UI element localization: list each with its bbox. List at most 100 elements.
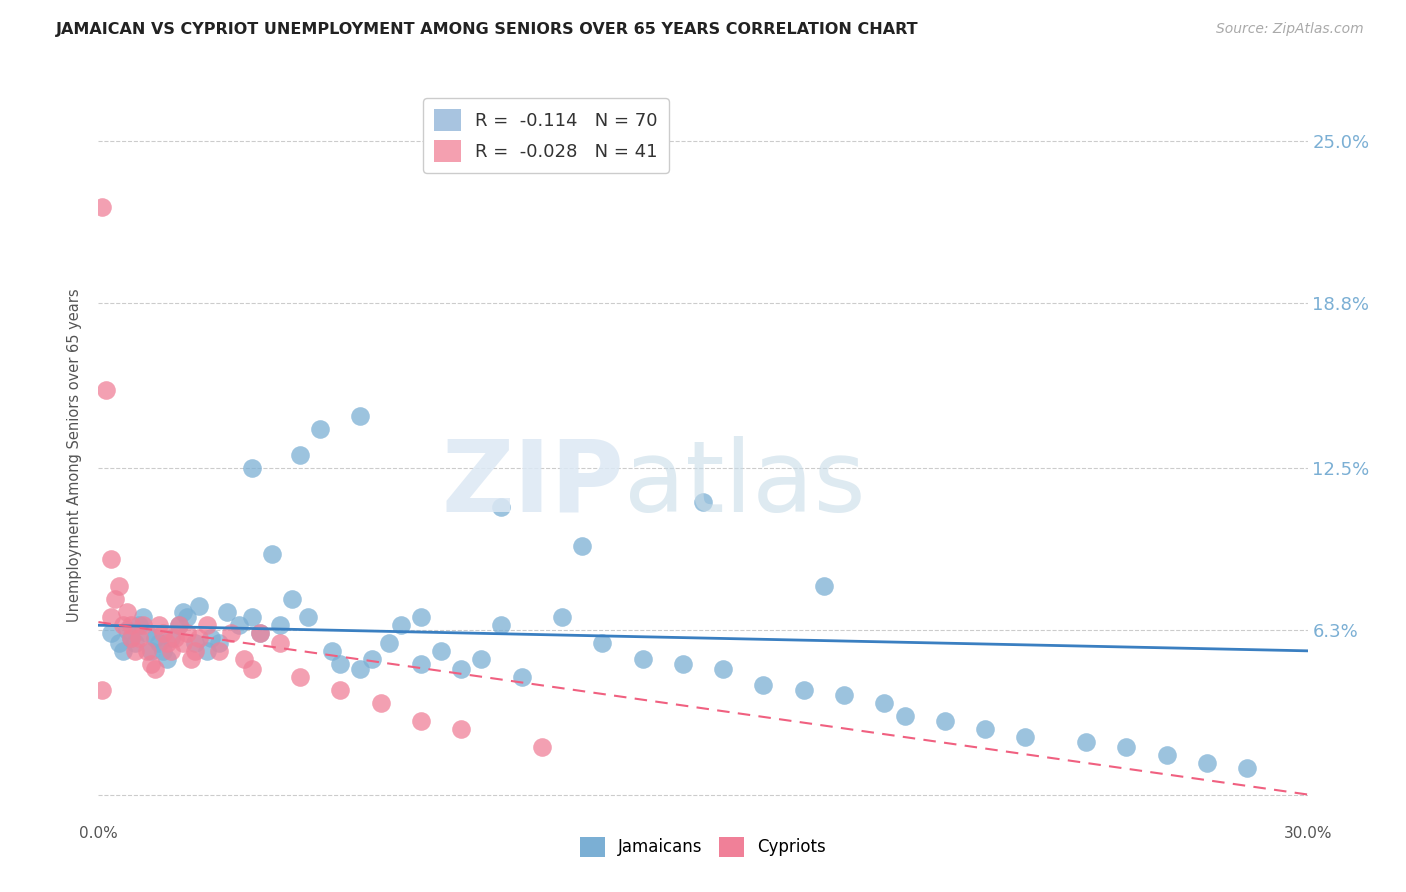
Point xyxy=(377,636,399,650)
Point xyxy=(176,625,198,640)
Text: atlas: atlas xyxy=(624,435,866,533)
Point xyxy=(409,714,432,729)
Point xyxy=(188,599,211,614)
Point xyxy=(281,591,304,606)
Point xyxy=(135,644,157,658)
Point xyxy=(103,591,125,606)
Point xyxy=(91,200,114,214)
Point xyxy=(107,578,129,592)
Point xyxy=(132,617,155,632)
Point xyxy=(148,636,170,650)
Point xyxy=(188,631,211,645)
Point xyxy=(208,644,231,658)
Point xyxy=(1156,748,1178,763)
Point xyxy=(160,644,183,658)
Point xyxy=(793,683,815,698)
Point xyxy=(893,709,915,723)
Point xyxy=(309,422,332,436)
Point xyxy=(269,617,291,632)
Point xyxy=(711,662,734,676)
Point xyxy=(491,500,513,515)
Point xyxy=(180,651,202,665)
Point xyxy=(107,636,129,650)
Point xyxy=(163,631,186,645)
Point xyxy=(232,651,254,665)
Point xyxy=(510,670,533,684)
Point xyxy=(143,631,166,645)
Legend: Jamaicans, Cypriots: Jamaicans, Cypriots xyxy=(574,830,832,863)
Point xyxy=(269,636,291,650)
Point xyxy=(100,610,122,624)
Point xyxy=(873,696,896,710)
Point xyxy=(184,644,207,658)
Point xyxy=(128,617,150,632)
Point xyxy=(370,696,392,710)
Y-axis label: Unemployment Among Seniors over 65 years: Unemployment Among Seniors over 65 years xyxy=(67,288,83,622)
Point xyxy=(100,625,122,640)
Point xyxy=(329,683,352,698)
Point xyxy=(115,623,138,637)
Point xyxy=(692,495,714,509)
Point xyxy=(591,636,613,650)
Point xyxy=(1074,735,1097,749)
Point xyxy=(260,547,283,561)
Point xyxy=(832,688,855,702)
Point xyxy=(1195,756,1218,771)
Point xyxy=(249,625,271,640)
Point xyxy=(349,662,371,676)
Point xyxy=(297,610,319,624)
Point xyxy=(128,631,150,645)
Text: Source: ZipAtlas.com: Source: ZipAtlas.com xyxy=(1216,22,1364,37)
Point xyxy=(288,448,311,462)
Point xyxy=(240,662,263,676)
Point xyxy=(124,644,146,658)
Point xyxy=(172,636,194,650)
Point xyxy=(672,657,695,671)
Point xyxy=(152,625,174,640)
Point xyxy=(200,631,222,645)
Text: ZIP: ZIP xyxy=(441,435,624,533)
Point xyxy=(135,625,157,640)
Point xyxy=(120,631,142,645)
Point xyxy=(139,657,162,671)
Point xyxy=(530,740,553,755)
Point xyxy=(100,552,122,566)
Point xyxy=(470,651,492,665)
Point xyxy=(132,610,155,624)
Point xyxy=(321,644,343,658)
Point xyxy=(195,617,218,632)
Point xyxy=(240,610,263,624)
Point xyxy=(156,636,179,650)
Point xyxy=(115,605,138,619)
Point xyxy=(349,409,371,423)
Point xyxy=(1115,740,1137,755)
Point xyxy=(96,383,118,397)
Point xyxy=(176,610,198,624)
Point xyxy=(389,617,412,632)
Point xyxy=(160,631,183,645)
Point xyxy=(217,605,239,619)
Point xyxy=(409,610,432,624)
Point xyxy=(329,657,352,671)
Point xyxy=(430,644,453,658)
Point xyxy=(120,617,142,632)
Point xyxy=(111,617,134,632)
Point xyxy=(195,644,218,658)
Point xyxy=(120,631,142,645)
Point xyxy=(148,617,170,632)
Point xyxy=(91,683,114,698)
Point xyxy=(571,539,593,553)
Point xyxy=(172,605,194,619)
Point xyxy=(228,617,250,632)
Point xyxy=(409,657,432,671)
Point xyxy=(111,644,134,658)
Point xyxy=(491,617,513,632)
Point xyxy=(152,644,174,658)
Point xyxy=(631,651,654,665)
Point xyxy=(184,636,207,650)
Point xyxy=(167,617,190,632)
Point xyxy=(450,662,472,676)
Point xyxy=(813,578,835,592)
Point xyxy=(167,617,190,632)
Point xyxy=(1236,761,1258,775)
